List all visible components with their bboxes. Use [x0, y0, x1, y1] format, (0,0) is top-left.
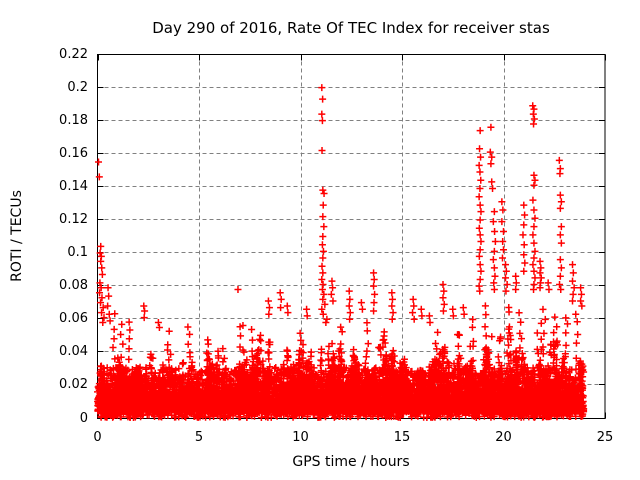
x-tick-label: 20	[495, 430, 512, 445]
y-tick-label: 0.04	[59, 344, 88, 360]
y-axis-label: ROTI / TECUs	[9, 190, 25, 282]
x-tick-label: 10	[292, 430, 309, 445]
y-tick-label: 0.06	[59, 311, 88, 327]
y-tick-label: 0.08	[59, 278, 88, 294]
x-tick-label: 5	[194, 430, 204, 445]
y-tick-label: 0	[79, 410, 88, 426]
y-tick-label: 0.14	[59, 178, 88, 194]
x-tick-label: 15	[393, 430, 411, 445]
y-tick-label: 0.1	[67, 245, 88, 261]
x-tick-label: 25	[596, 430, 614, 445]
y-tick-label: 0.18	[59, 112, 88, 128]
y-tick-label: 0.12	[59, 211, 88, 227]
y-tick-label: 0.02	[59, 377, 88, 393]
x-axis-label: GPS time / hours	[292, 454, 410, 470]
y-tick-label: 0.22	[59, 46, 88, 62]
chart-title: Day 290 of 2016, Rate Of TEC Index for r…	[152, 19, 550, 37]
x-tick-label: 0	[93, 430, 102, 445]
y-tick-label: 0.2	[67, 79, 88, 95]
y-tick-label: 0.16	[59, 145, 88, 161]
